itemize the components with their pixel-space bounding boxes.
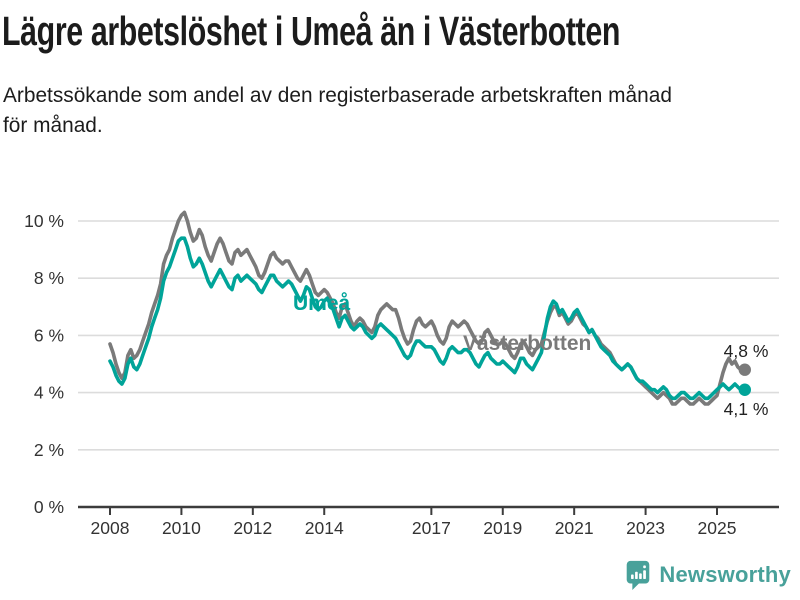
y-axis-tick-label: 0 % <box>34 497 64 517</box>
y-axis-tick-label: 8 % <box>34 268 64 288</box>
x-axis-tick-label: 2017 <box>412 518 451 538</box>
x-axis-tick-label: 2014 <box>305 518 344 538</box>
series-label-umeå: Umeå <box>293 292 351 315</box>
chart-subtitle: Arbetssökande som andel av den registerb… <box>3 83 672 137</box>
newsworthy-brand: Newsworthy <box>625 559 791 591</box>
x-axis-tick-label: 2023 <box>626 518 665 538</box>
series-line-umeå <box>108 236 743 401</box>
x-axis-tick-label: 2025 <box>698 518 737 538</box>
end-value-label-umeå: 4,1 % <box>724 399 769 419</box>
y-axis-tick-label: 2 % <box>34 440 64 460</box>
series-label-västerbotten: Västerbotten <box>463 332 591 355</box>
y-axis-tick-label: 6 % <box>34 325 64 345</box>
x-axis-tick-label: 2008 <box>91 518 130 538</box>
end-value-label-västerbotten: 4,8 % <box>724 341 769 361</box>
chart-title: Lägre arbetslöshet i Umeå än i Västerbot… <box>2 8 621 54</box>
newsworthy-logo-icon <box>627 560 650 591</box>
x-axis-tick-label: 2012 <box>233 518 272 538</box>
series-line-västerbotten <box>108 210 743 406</box>
brand-name: Newsworthy <box>659 562 791 587</box>
x-axis-tick-label: 2010 <box>162 518 201 538</box>
x-axis-tick-label: 2021 <box>555 518 594 538</box>
y-axis-tick-label: 10 % <box>24 211 64 231</box>
x-axis-tick-label: 2019 <box>483 518 522 538</box>
y-axis-tick-label: 4 % <box>34 383 64 403</box>
logo-bar-chart-glyph <box>631 565 647 580</box>
series-end-dot-västerbotten <box>738 363 752 376</box>
series-end-dot-umeå <box>738 383 752 396</box>
logo-bubble-shape <box>627 560 650 591</box>
